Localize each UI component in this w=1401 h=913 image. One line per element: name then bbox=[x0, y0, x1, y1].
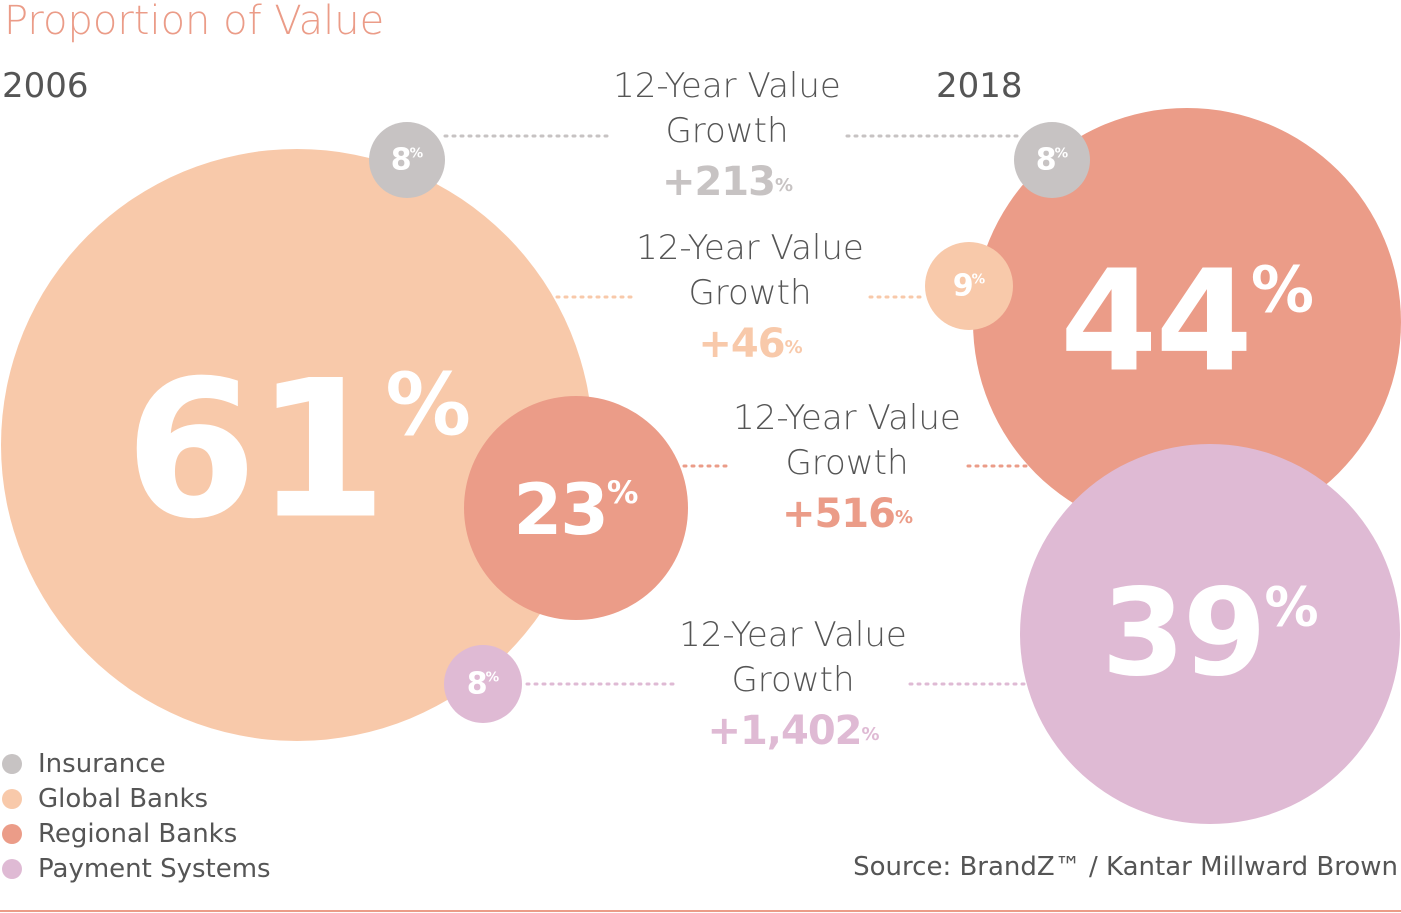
growth-value: +516% bbox=[733, 486, 961, 542]
pct-value: 9 bbox=[952, 268, 974, 304]
pct-2018-payment-systems: 39% bbox=[1101, 565, 1318, 704]
source-note: Source: BrandZ™ / Kantar Millward Brown bbox=[853, 852, 1398, 882]
pct-sign: % bbox=[1250, 253, 1314, 327]
bubble-2006-insurance bbox=[369, 122, 445, 198]
pct-2018-global-banks: 9% bbox=[953, 269, 985, 304]
bottom-divider bbox=[0, 910, 1401, 912]
pct-2006-payment-systems: 8% bbox=[467, 667, 499, 702]
growth-insurance: 12-Year Value Growth +213% bbox=[613, 64, 841, 210]
legend-item-regional-banks: Regional Banks bbox=[2, 816, 271, 851]
pct-sign: % bbox=[385, 356, 472, 456]
bubble-2018-payment-systems bbox=[1020, 444, 1400, 824]
pct-2006-insurance: 8% bbox=[391, 143, 423, 178]
pct-sign: % bbox=[1054, 145, 1069, 162]
pct-sign: % bbox=[784, 336, 803, 358]
pct-value: 44 bbox=[1060, 240, 1253, 404]
growth-label: Growth bbox=[688, 273, 812, 313]
growth-label: Growth bbox=[731, 660, 855, 700]
growth-label: 12-Year Value bbox=[613, 66, 841, 106]
growth-number: +46 bbox=[698, 321, 785, 367]
bubble-2018-regional-banks bbox=[973, 108, 1401, 536]
pct-2018-regional-banks: 44% bbox=[1060, 241, 1314, 404]
pct-value: 39 bbox=[1101, 564, 1266, 704]
growth-regional-banks: 12-Year Value Growth +516% bbox=[733, 396, 961, 542]
growth-value: +46% bbox=[636, 316, 864, 372]
pct-sign: % bbox=[971, 271, 986, 288]
pct-value: 8 bbox=[390, 142, 412, 178]
pct-sign: % bbox=[861, 723, 879, 745]
bubble-2006-global-banks bbox=[1, 149, 593, 741]
page-title: Proportion of Value bbox=[4, 0, 385, 44]
growth-payment-systems: 12-Year Value Growth +1,402% bbox=[679, 613, 907, 759]
pct-value: 8 bbox=[1035, 142, 1057, 178]
legend-label: Insurance bbox=[38, 748, 166, 779]
legend-dot-icon bbox=[2, 858, 22, 879]
growth-number: +516 bbox=[781, 491, 896, 537]
bubble-2006-payment-systems bbox=[444, 645, 522, 723]
pct-sign: % bbox=[606, 475, 639, 512]
bubble-2018-global-banks bbox=[925, 242, 1013, 330]
bubble-2006-regional-banks bbox=[464, 396, 688, 620]
growth-label: Growth bbox=[785, 443, 909, 483]
pct-value: 23 bbox=[513, 469, 609, 551]
growth-global-banks: 12-Year Value Growth +46% bbox=[636, 226, 864, 372]
legend-item-payment-systems: Payment Systems bbox=[2, 851, 271, 886]
pct-sign: % bbox=[485, 669, 500, 686]
legend-dot-icon bbox=[2, 753, 22, 774]
pct-sign: % bbox=[409, 145, 424, 162]
pct-value: 61 bbox=[124, 339, 387, 561]
growth-label: Growth bbox=[665, 111, 789, 151]
legend-label: Regional Banks bbox=[38, 818, 238, 849]
legend: Insurance Global Banks Regional Banks Pa… bbox=[2, 746, 271, 886]
growth-value: +1,402% bbox=[679, 703, 907, 759]
pct-sign: % bbox=[774, 174, 793, 196]
legend-item-global-banks: Global Banks bbox=[2, 781, 271, 816]
year-2018: 2018 bbox=[936, 66, 1023, 106]
growth-value: +213% bbox=[613, 154, 841, 210]
legend-item-insurance: Insurance bbox=[2, 746, 271, 781]
legend-label: Global Banks bbox=[38, 783, 209, 814]
pct-sign: % bbox=[894, 506, 913, 528]
year-2006: 2006 bbox=[2, 66, 89, 106]
pct-2018-insurance: 8% bbox=[1036, 143, 1068, 178]
bubble-2018-insurance bbox=[1014, 122, 1090, 198]
pct-2006-regional-banks: 23% bbox=[514, 469, 639, 551]
legend-dot-icon bbox=[2, 823, 22, 844]
growth-label: 12-Year Value bbox=[636, 228, 864, 268]
pct-2006-global-banks: 61% bbox=[125, 340, 471, 561]
growth-number: +213 bbox=[661, 159, 776, 205]
legend-dot-icon bbox=[2, 788, 22, 809]
growth-label: 12-Year Value bbox=[733, 398, 961, 438]
pct-value: 8 bbox=[466, 666, 488, 702]
pct-sign: % bbox=[1264, 575, 1319, 639]
legend-label: Payment Systems bbox=[38, 853, 271, 884]
growth-label: 12-Year Value bbox=[679, 615, 907, 655]
growth-number: +1,402 bbox=[707, 708, 862, 754]
